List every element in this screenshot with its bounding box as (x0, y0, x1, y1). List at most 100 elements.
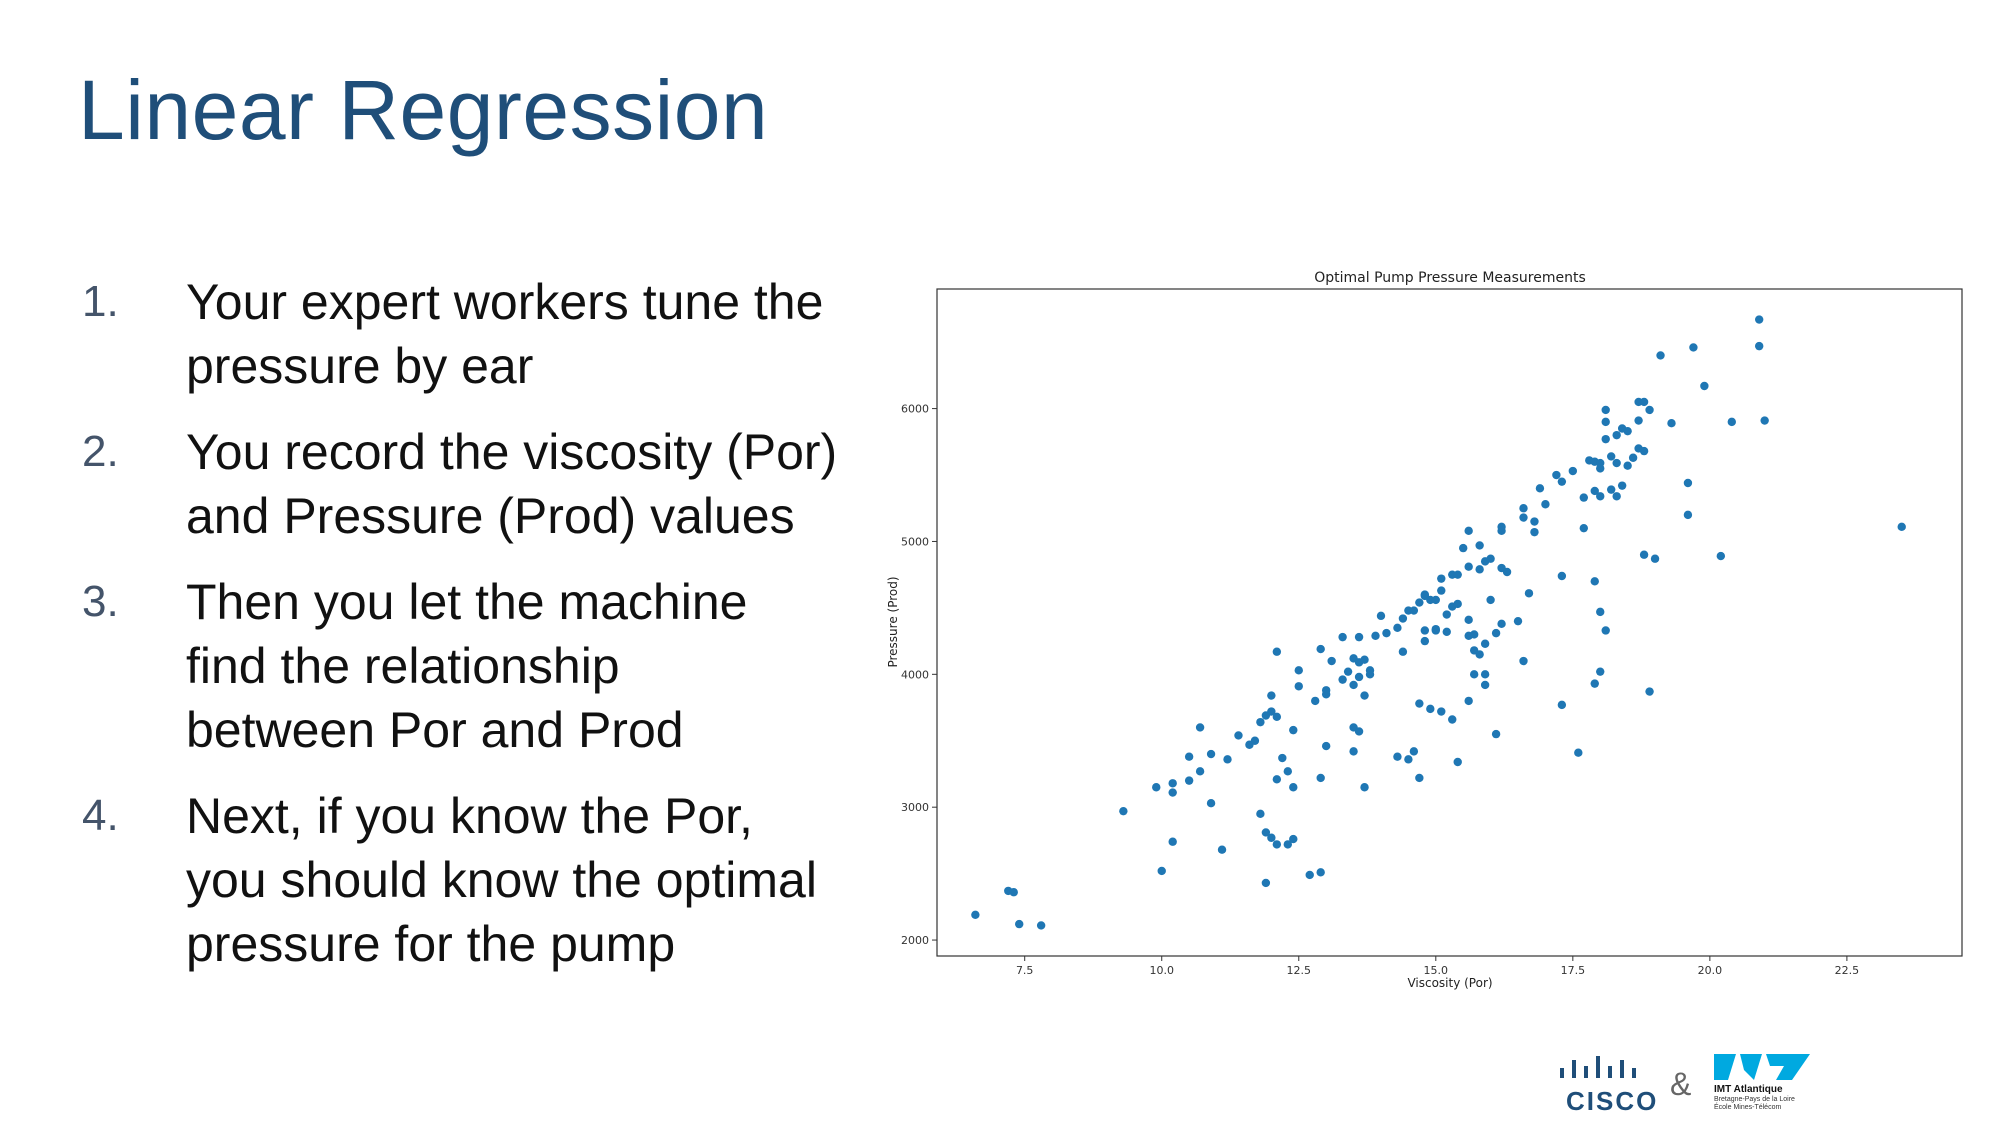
scatter-point (1195, 723, 1205, 732)
scatter-point (1382, 628, 1391, 638)
scatter-point (1354, 632, 1364, 642)
scatter-point (1590, 577, 1599, 586)
scatter-point (1321, 686, 1331, 695)
scatter-point (1513, 616, 1523, 626)
scatter-point (1437, 586, 1446, 595)
scatter-point (1036, 921, 1046, 930)
scatter-point (1398, 647, 1408, 656)
scatter-point (1294, 682, 1303, 691)
scatter-point (1475, 650, 1484, 659)
scatter-point (1267, 833, 1276, 842)
imt-subtitle-line: École Mines-Télécom (1714, 1104, 1782, 1111)
scatter-point (1349, 747, 1358, 756)
scatter-point (1289, 834, 1298, 844)
y-tick-label: 4000 (901, 668, 929, 681)
scatter-point (1442, 610, 1451, 619)
scatter-point (1184, 752, 1194, 761)
scatter-point (1195, 767, 1205, 776)
x-tick-label: 22.5 (1835, 964, 1860, 977)
scatter-point (1502, 567, 1512, 577)
scatter-point (1650, 554, 1660, 563)
scatter-point (1305, 870, 1314, 880)
scatter-point (1393, 752, 1402, 761)
scatter-point (1234, 731, 1243, 740)
scatter-point (1634, 416, 1643, 425)
imt-subtitle: Bretagne-Pays de la Loire École Mines-Té… (1714, 1096, 1824, 1112)
x-axis-label: Viscosity (Por) (1407, 976, 1492, 990)
scatter-point (1217, 845, 1227, 854)
scatter-point (1568, 466, 1578, 476)
scatter-point (1612, 458, 1621, 468)
scatter-point (1645, 405, 1654, 415)
scatter-point (1365, 670, 1375, 679)
scatter-point (1497, 619, 1506, 629)
step-text: You record the viscosity (Por) and Press… (186, 420, 837, 548)
scatter-point (1596, 607, 1605, 617)
scatter-point (1157, 866, 1166, 876)
scatter-point (1009, 888, 1018, 897)
y-tick-label: 5000 (901, 535, 929, 548)
scatter-point (1453, 599, 1462, 609)
y-axis-label: Pressure (Prod) (886, 576, 900, 667)
scatter-point (1639, 550, 1649, 559)
scatter-point (1464, 526, 1473, 536)
y-tick-label: 3000 (901, 801, 929, 814)
scatter-point (1486, 595, 1495, 605)
scatter-point (1596, 458, 1605, 468)
scatter-point (1250, 736, 1260, 745)
scatter-point (1343, 667, 1353, 676)
scatter-point (1256, 717, 1265, 727)
scatter-point (1393, 623, 1402, 633)
scatter-point (1601, 417, 1610, 427)
x-tick-label: 10.0 (1149, 964, 1174, 977)
scatter-point (1420, 636, 1430, 646)
scatter-point (1617, 481, 1627, 490)
scatter-point (1409, 606, 1419, 615)
scatter-point (1261, 828, 1271, 837)
scatter-point (1431, 624, 1440, 634)
scatter-point (1168, 779, 1177, 788)
scatter-point (1267, 707, 1276, 716)
scatter-point (1480, 680, 1490, 690)
scatter-point (1469, 630, 1479, 639)
scatter-point (1639, 446, 1649, 456)
scatter-point (1283, 767, 1293, 776)
scatter-point (1349, 680, 1358, 690)
scatter-point (1667, 418, 1676, 428)
scatter-point (1897, 522, 1906, 532)
scatter-point (1486, 554, 1495, 563)
scatter-point (1442, 627, 1451, 637)
scatter-point (1480, 639, 1490, 648)
y-axis: 2000 3000 4000 5000 6000 (901, 403, 937, 947)
scatter-point (1415, 598, 1424, 607)
scatter-point (1557, 571, 1567, 581)
scatter-point (1623, 461, 1632, 470)
scatter-point (1206, 799, 1216, 808)
y-tick-label: 2000 (901, 934, 929, 947)
scatter-point (1689, 343, 1698, 352)
scatter-point (971, 910, 980, 920)
scatter-point (1371, 631, 1380, 640)
step-line: Then you let the machine (186, 574, 748, 630)
scatter-point (1579, 523, 1588, 533)
scatter-point (1601, 434, 1610, 444)
scatter-point (1727, 417, 1736, 427)
x-axis: 7.5 10.0 12.5 15.0 17.5 20.0 22.5 (1016, 956, 1859, 977)
x-tick-label: 7.5 (1016, 964, 1034, 977)
scatter-point (1437, 707, 1446, 716)
scatter-point (1491, 729, 1501, 739)
scatter-point (1530, 517, 1539, 526)
scatter-point (1464, 562, 1473, 571)
scatter-point (1223, 755, 1232, 764)
x-tick-label: 20.0 (1698, 964, 1723, 977)
scatter-point (1168, 837, 1177, 846)
scatter-point (1338, 632, 1347, 642)
scatter-point (1683, 510, 1693, 520)
scatter-point (1475, 565, 1484, 574)
data-points (971, 315, 1906, 930)
step-line: between Por and Prod (186, 702, 684, 758)
scatter-point (1360, 655, 1369, 664)
scatter-point (1316, 868, 1325, 877)
cisco-wordmark: CISCO (1566, 1086, 1659, 1116)
scatter-point (1398, 614, 1408, 623)
